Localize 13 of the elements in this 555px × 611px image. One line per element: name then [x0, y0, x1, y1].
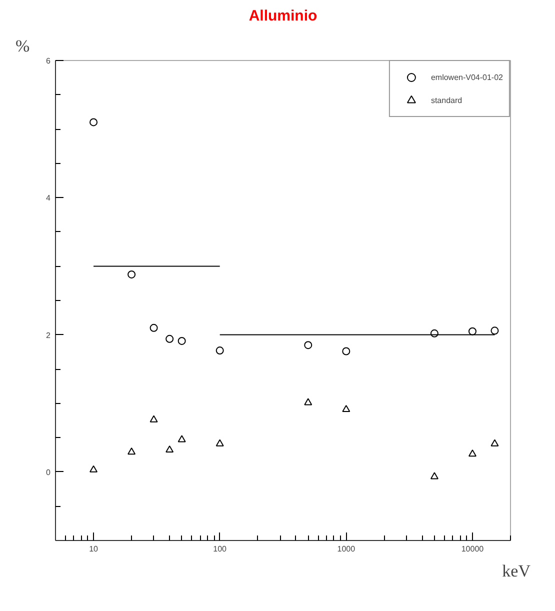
y-tick-label: 6	[46, 56, 52, 66]
legend-label: emlowen-V04-01-02	[430, 72, 503, 82]
y-tick-label: 0	[46, 468, 52, 477]
x-tick-label: 10	[89, 544, 99, 554]
x-axis-title: keV	[502, 562, 532, 580]
chart-title: Alluminio	[248, 8, 318, 24]
y-axis-title: %	[16, 36, 30, 56]
legend-label: standard	[430, 96, 462, 104]
y-tick-label: 4	[46, 194, 52, 203]
x-tick-label: 10000	[461, 544, 484, 554]
y-tick-label: 2	[46, 330, 52, 340]
x-tick-label: 100	[213, 544, 228, 554]
x-tick-label: 1000	[337, 544, 356, 554]
